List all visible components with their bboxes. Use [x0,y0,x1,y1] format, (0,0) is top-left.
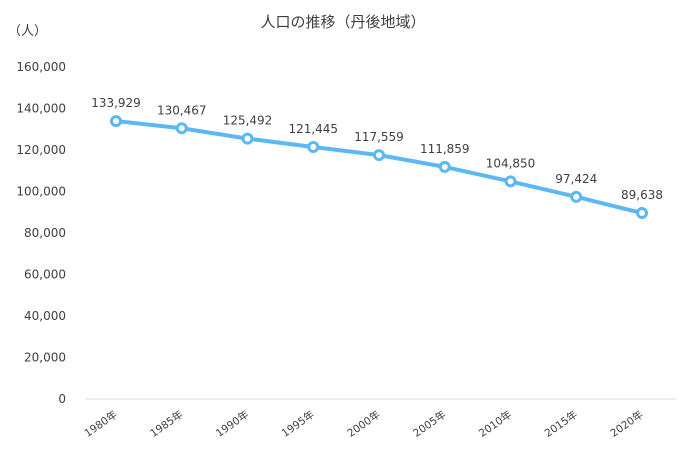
data-point-marker [570,190,583,203]
data-point-marker [175,122,188,135]
y-tick-label: 20,000 [24,351,66,365]
y-tick-label: 160,000 [16,60,66,74]
x-tick-label: 1980年 [82,408,120,440]
data-label: 89,638 [621,188,663,202]
data-point-marker [307,141,320,154]
data-label: 121,445 [288,122,338,136]
y-tick-label: 0 [58,392,66,406]
data-point-marker [504,175,517,188]
data-label: 104,850 [486,156,536,170]
x-tick-label: 1985年 [148,408,186,440]
x-tick-label: 2010年 [476,408,514,440]
data-label: 133,929 [91,96,141,110]
x-tick-label: 1995年 [279,408,317,440]
y-unit-label: （人） [8,24,47,39]
data-point-marker [110,115,122,128]
data-point-marker [636,207,648,220]
x-tick-label: 2015年 [542,408,580,440]
x-tick-label: 2020年 [608,408,646,440]
x-tick-label: 1990年 [213,408,251,440]
y-tick-label: 40,000 [24,309,66,323]
data-label: 125,492 [223,114,273,128]
chart-title: 人口の推移（丹後地域） [260,13,425,31]
y-tick-label: 100,000 [16,185,66,199]
data-point-marker [438,160,451,173]
data-markers [110,115,648,220]
data-label: 117,559 [354,130,404,144]
y-tick-label: 80,000 [24,226,66,240]
y-tick-label: 60,000 [24,268,66,282]
data-point-marker [241,132,254,145]
x-tick-label: 2005年 [411,408,449,440]
data-label: 97,424 [555,172,597,186]
y-tick-label: 140,000 [16,102,66,116]
x-tick-label: 2000年 [345,408,383,440]
data-label: 111,859 [420,142,470,156]
y-tick-label: 120,000 [16,143,66,157]
data-label: 130,467 [157,103,207,117]
y-axis-ticks: 0 20,000 40,000 60,000 80,000 100,000 120,000 1… [16,60,66,406]
x-axis-ticks: 1980年 1985年 1990年 1995年 2000年 2005年 2010年 2015年… [82,408,646,440]
data-labels: 133,929 130,467 125,492 121,445 117,559 111,8… [91,96,663,202]
data-point-marker [373,149,385,162]
